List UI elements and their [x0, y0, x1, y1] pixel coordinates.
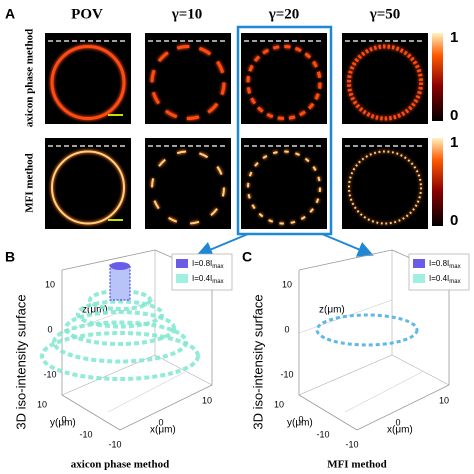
ring	[347, 44, 423, 121]
axis-line	[298, 249, 393, 271]
y-tick-label: 10	[37, 399, 47, 409]
legend-label: I=0.8Imax	[429, 259, 461, 269]
z-axis-label: z(μm)	[319, 305, 345, 316]
axis-line	[356, 384, 450, 431]
iso-ring	[76, 299, 164, 329]
legend-text: I=0.4I	[192, 274, 212, 283]
iso-ring	[315, 313, 419, 347]
axis-line	[298, 354, 393, 396]
y-tick-label: 0	[61, 414, 66, 424]
axis-line	[119, 384, 213, 431]
panel-label: C	[242, 249, 252, 265]
ring	[150, 45, 226, 120]
iso-core-top	[110, 262, 130, 270]
ring	[246, 45, 322, 120]
axis-line	[154, 354, 213, 386]
x-tick-label: 10	[439, 395, 449, 405]
legend-label: I=0.4Imax	[429, 274, 461, 284]
legend-swatch	[413, 274, 425, 283]
column-header: POV	[71, 6, 103, 22]
iso-core	[109, 264, 131, 301]
axis-line	[61, 394, 121, 431]
iso-ring	[64, 310, 176, 346]
z-tick-label: 10	[282, 279, 292, 289]
colorbar-label: 0	[450, 212, 458, 229]
highlight-box	[236, 25, 333, 236]
z-tick-label: 0	[284, 324, 289, 334]
legend-sub: max	[449, 264, 460, 270]
axis-line	[298, 394, 358, 431]
x-tick-label: -10	[345, 439, 358, 449]
caption: MFI method	[327, 459, 387, 471]
panel-label: A	[5, 6, 15, 22]
ring	[348, 150, 422, 225]
x-tick-label: 0	[395, 417, 400, 427]
x-tick-label: 0	[158, 417, 163, 427]
legend-label: I=0.4Imax	[192, 274, 224, 284]
image-cell	[342, 138, 428, 229]
ring	[247, 150, 321, 225]
colorbar	[432, 33, 443, 121]
ring	[51, 150, 125, 225]
axis-line	[61, 249, 156, 271]
ring	[50, 45, 126, 120]
colorbar-label: 1	[450, 29, 458, 46]
y-tick-label: 10	[274, 399, 284, 409]
ring	[151, 150, 225, 225]
image-cell	[241, 138, 327, 229]
legend-text: I=0.8I	[429, 259, 449, 268]
z-tick-label: -10	[280, 369, 293, 379]
x-axis-label: x(μm)	[150, 425, 176, 436]
x-tick-label: -10	[108, 439, 121, 449]
arrow	[196, 233, 249, 257]
column-header: γ=50	[369, 6, 401, 22]
colorbar-label: 0	[450, 107, 458, 124]
axis-line	[391, 354, 450, 386]
row-label: MFI method	[24, 153, 36, 213]
arrow	[321, 233, 374, 257]
legend-sub: max	[212, 264, 223, 270]
iso-ring	[40, 331, 200, 381]
y-axis-label: y(μm)	[50, 418, 76, 429]
caption: axicon phase method	[71, 459, 169, 471]
column-header: γ=10	[171, 6, 203, 22]
side-label: 3D iso-intensity surface	[250, 294, 265, 429]
x-tick-label: 10	[202, 395, 212, 405]
legend-swatch	[176, 274, 188, 283]
image-cell	[145, 138, 231, 229]
legend-text: I=0.8I	[192, 259, 212, 268]
z-tick-label: 0	[47, 324, 52, 334]
z-tick-label: -10	[43, 369, 56, 379]
z-axis-label: z(μm)	[82, 305, 108, 316]
legend-text: I=0.4I	[429, 274, 449, 283]
axis-line	[344, 371, 423, 413]
column-header: γ=20	[268, 6, 300, 22]
legend-swatch	[176, 259, 188, 268]
y-tick-label: -10	[316, 429, 329, 439]
z-tick-label: 10	[45, 279, 55, 289]
y-tick-label: -10	[79, 429, 92, 439]
colorbar-label: 1	[450, 134, 458, 151]
image-cell	[241, 33, 327, 124]
legend-label: I=0.8Imax	[192, 259, 224, 269]
panel-label: B	[5, 249, 15, 265]
legend-swatch	[413, 259, 425, 268]
legend-sub: max	[449, 279, 460, 285]
axis-line	[107, 371, 186, 413]
side-label: 3D iso-intensity surface	[13, 294, 28, 429]
legend-sub: max	[212, 279, 223, 285]
y-axis-label: y(μm)	[287, 418, 313, 429]
y-tick-label: 0	[298, 414, 303, 424]
row-label: axicon phase method	[24, 29, 36, 127]
colorbar	[432, 138, 443, 226]
x-axis-label: x(μm)	[387, 425, 413, 436]
